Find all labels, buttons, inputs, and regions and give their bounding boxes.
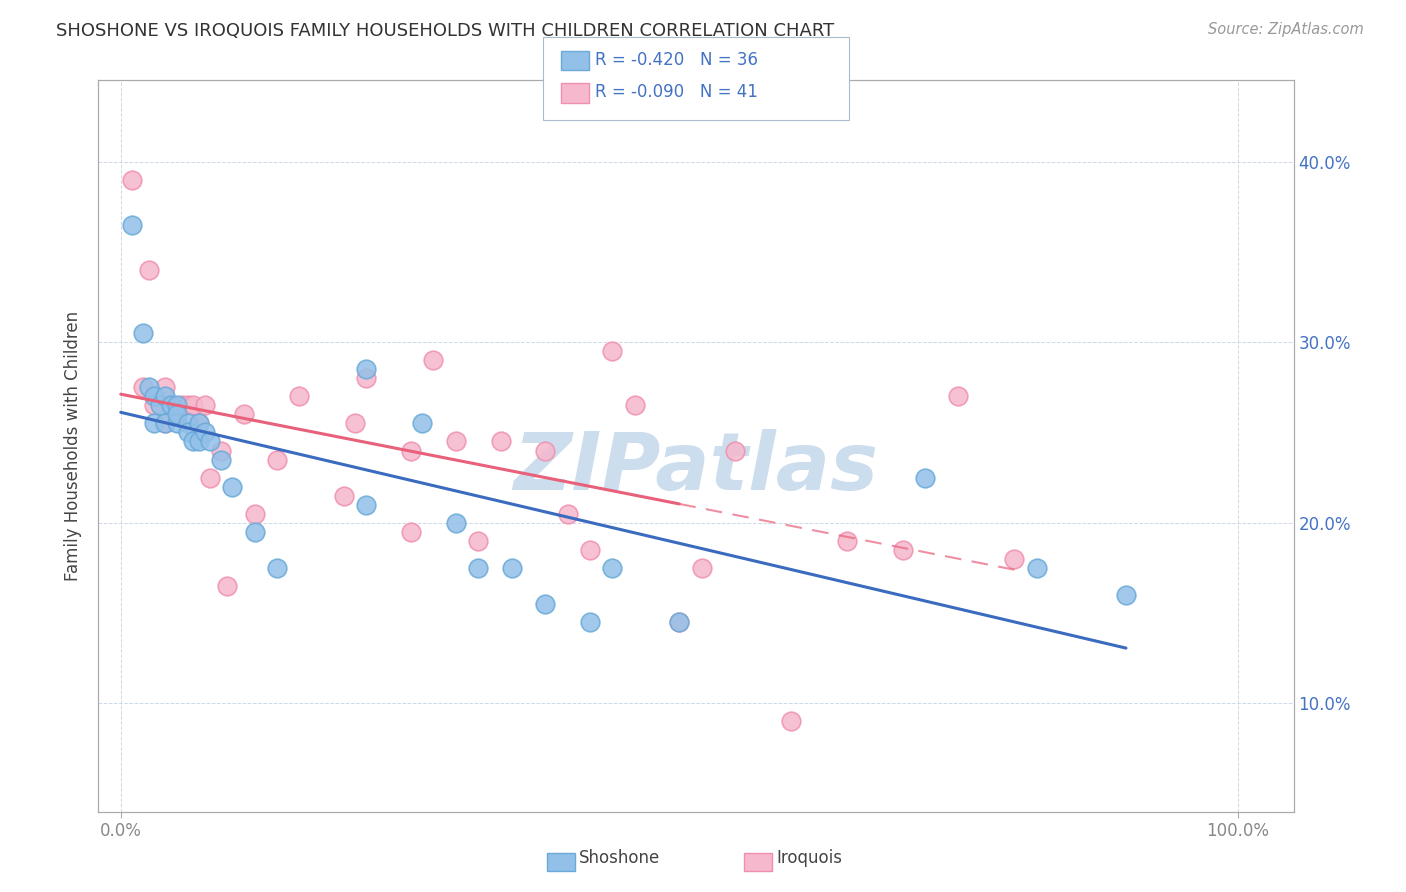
Point — [344, 417, 367, 431]
Point — [166, 417, 188, 431]
Point — [399, 443, 422, 458]
Text: SHOSHONE VS IROQUOIS FAMILY HOUSEHOLDS WITH CHILDREN CORRELATION CHART: SHOSHONE VS IROQUOIS FAMILY HOUSEHOLDS W… — [56, 22, 835, 40]
Point — [266, 561, 288, 575]
Point — [579, 615, 602, 629]
Point — [177, 425, 200, 440]
Point — [121, 172, 143, 186]
Point — [209, 452, 232, 467]
Point — [288, 389, 311, 403]
Point — [501, 561, 523, 575]
Point — [579, 542, 602, 557]
Point — [243, 507, 266, 521]
Point — [422, 353, 444, 368]
Point — [444, 516, 467, 530]
Point — [221, 480, 243, 494]
Point — [835, 533, 858, 548]
Point — [232, 408, 254, 422]
Point — [600, 561, 623, 575]
Point — [143, 417, 166, 431]
Text: Source: ZipAtlas.com: Source: ZipAtlas.com — [1208, 22, 1364, 37]
Point — [160, 398, 183, 412]
Text: ZIPatlas: ZIPatlas — [513, 429, 879, 507]
Point — [489, 434, 512, 449]
Point — [187, 417, 209, 431]
Point — [243, 524, 266, 539]
Point — [172, 398, 194, 412]
Point — [187, 417, 209, 431]
Point — [138, 263, 160, 277]
Point — [209, 443, 232, 458]
Point — [1025, 561, 1047, 575]
Point — [724, 443, 747, 458]
Point — [155, 380, 177, 394]
Point — [149, 398, 172, 412]
Y-axis label: Family Households with Children: Family Households with Children — [65, 311, 83, 581]
Point — [668, 615, 690, 629]
Point — [155, 389, 177, 403]
Point — [143, 389, 166, 403]
Point — [534, 597, 557, 611]
Point — [399, 524, 422, 539]
Point — [177, 398, 200, 412]
Point — [914, 470, 936, 484]
Point — [121, 218, 143, 232]
Point — [690, 561, 713, 575]
Point — [166, 408, 188, 422]
Point — [193, 425, 215, 440]
Point — [132, 380, 155, 394]
Point — [467, 533, 489, 548]
Point — [411, 417, 433, 431]
Point — [155, 417, 177, 431]
Point — [356, 371, 378, 385]
Point — [948, 389, 970, 403]
Point — [198, 434, 221, 449]
Point — [557, 507, 579, 521]
Point — [187, 434, 209, 449]
Point — [333, 489, 356, 503]
Point — [143, 398, 166, 412]
Point — [138, 380, 160, 394]
Point — [623, 398, 645, 412]
Point — [780, 714, 803, 729]
Point — [215, 579, 238, 593]
Point — [356, 362, 378, 376]
Point — [891, 542, 914, 557]
Point — [132, 326, 155, 340]
Point — [1115, 588, 1137, 602]
Point — [1002, 552, 1025, 566]
Point — [356, 498, 378, 512]
Point — [177, 417, 200, 431]
Text: Shoshone: Shoshone — [579, 849, 661, 867]
Point — [198, 470, 221, 484]
Text: R = -0.420   N = 36: R = -0.420 N = 36 — [595, 51, 758, 69]
Point — [193, 398, 215, 412]
Text: Iroquois: Iroquois — [776, 849, 842, 867]
Point — [166, 408, 188, 422]
Point — [183, 398, 205, 412]
Point — [266, 452, 288, 467]
Point — [534, 443, 557, 458]
Point — [668, 615, 690, 629]
Point — [600, 344, 623, 359]
Point — [155, 417, 177, 431]
Point — [183, 434, 205, 449]
Point — [166, 398, 188, 412]
Point — [467, 561, 489, 575]
Point — [444, 434, 467, 449]
Text: R = -0.090   N = 41: R = -0.090 N = 41 — [595, 83, 758, 101]
